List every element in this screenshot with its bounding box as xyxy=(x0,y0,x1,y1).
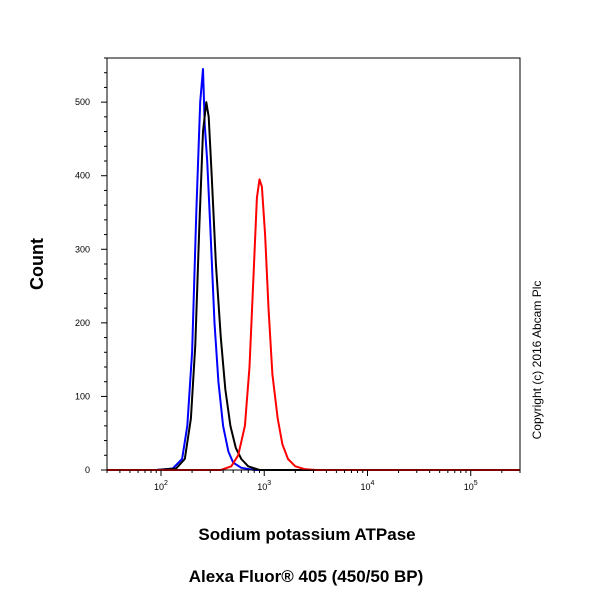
y-tick-label: 300 xyxy=(75,244,90,254)
y-tick-label: 500 xyxy=(75,97,90,107)
series-line-1 xyxy=(107,101,520,471)
y-tick-label: 0 xyxy=(85,465,90,475)
x-axis-title: Sodium potassium ATPase xyxy=(198,525,415,544)
y-tick-label: 400 xyxy=(75,171,90,181)
series-line-2 xyxy=(107,178,520,471)
x-axis: 102 103 104 105 xyxy=(106,470,521,492)
plot-frame xyxy=(106,57,521,471)
x-axis-subtitle: Alexa Fluor® 405 (450/50 BP) xyxy=(189,567,424,586)
copyright-watermark: Copyright (c) 2016 Abcam Plc xyxy=(530,281,544,440)
x-tick-label: 102 xyxy=(154,480,168,492)
y-tick-label: 200 xyxy=(75,318,90,328)
series-line-0 xyxy=(107,68,520,471)
x-tick-label: 103 xyxy=(257,480,271,492)
y-axis: 0 100 200 300 400 500 xyxy=(75,57,107,475)
y-axis-title: Count xyxy=(27,238,47,290)
x-tick-label: 105 xyxy=(464,480,478,492)
x-tick-label: 104 xyxy=(361,480,375,492)
y-tick-label: 100 xyxy=(75,391,90,401)
series-layer xyxy=(107,68,520,471)
